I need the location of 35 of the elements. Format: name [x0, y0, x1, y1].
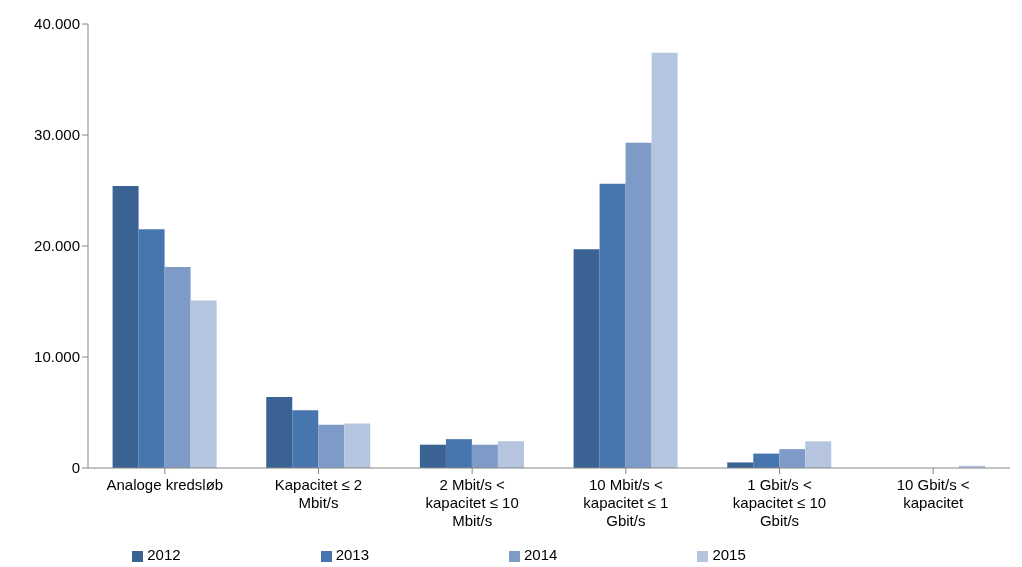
x-tick-label: 10 Gbit/s < kapacitet: [896, 476, 970, 511]
x-tick-label: 10 Mbit/s < kapacitet ≤ 1 Gbit/s: [583, 476, 669, 529]
x-tick-label: Kapacitet ≤ 2 Mbit/s: [274, 476, 363, 511]
x-tick-label: 2 Mbit/s < kapacitet ≤ 10 Mbit/s: [425, 476, 519, 529]
bar: [190, 300, 217, 468]
y-tick-label: 30.000: [34, 126, 80, 144]
legend-label: 2015: [712, 546, 746, 563]
bar: [292, 410, 319, 468]
x-tick-label: 1 Gbit/s < kapacitet ≤ 10 Gbit/s: [732, 476, 827, 529]
bar: [497, 441, 524, 468]
y-tick-label: 10.000: [34, 348, 80, 366]
bar: [318, 424, 345, 468]
bar: [625, 142, 652, 468]
bar: [471, 444, 498, 468]
y-tick-label: 20.000: [34, 237, 80, 255]
bar: [651, 52, 678, 468]
x-tick-label: Analoge kredsløb: [106, 476, 224, 493]
legend-label: 2013: [335, 546, 369, 563]
bar: [599, 183, 626, 468]
bar: [419, 444, 446, 468]
y-tick-label: 0: [71, 459, 80, 477]
legend-label: 2014: [524, 546, 558, 563]
bar: [266, 396, 293, 468]
bar: [164, 267, 191, 468]
bar: [753, 453, 780, 468]
bar: [445, 439, 472, 468]
bar: [727, 462, 754, 468]
bar: [344, 423, 371, 468]
bar: [779, 449, 806, 468]
y-tick-label: 40.000: [34, 15, 80, 33]
bar: [112, 186, 139, 468]
bar: [573, 249, 600, 468]
bar: [138, 229, 165, 468]
legend-label: 2012: [147, 546, 181, 563]
bar: [805, 441, 832, 468]
